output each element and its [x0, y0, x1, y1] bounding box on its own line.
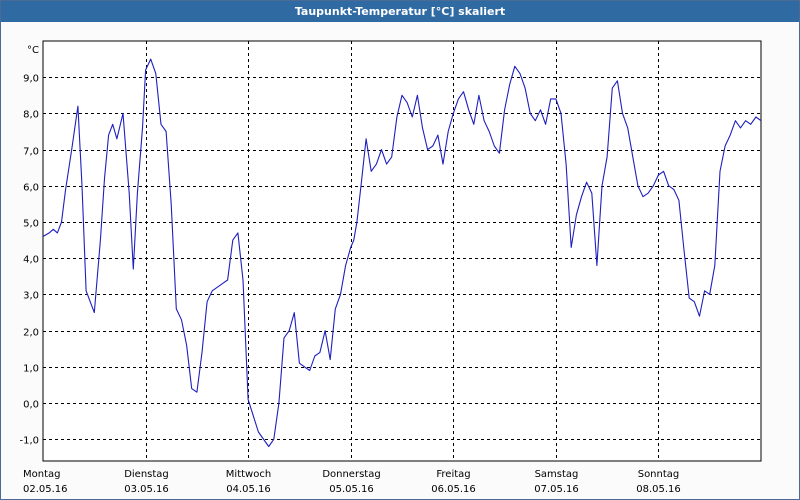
y-tick-label: 5,0 [23, 219, 39, 230]
x-tick-day: Dienstag [124, 469, 169, 480]
y-tick-label: 0,0 [23, 400, 39, 411]
x-tick-date: 05.05.16 [329, 484, 374, 495]
x-tick-day: Freitag [436, 469, 470, 480]
y-tick-label: 7,0 [23, 147, 39, 158]
y-tick-label: 1,0 [23, 364, 39, 375]
y-tick-label: 2,0 [23, 328, 39, 339]
chart-plot: -1,0 0,0 1,0 2,0 3,0 4,0 5,0 6,0 7,0 8,0 9,0 °C Mont… [19, 40, 762, 495]
x-tick-date: 04.05.16 [226, 484, 271, 495]
y-tick-label: 8,0 [23, 110, 39, 121]
x-tick-day: Sonntag [638, 469, 680, 480]
x-tick-day: Mittwoch [226, 469, 271, 480]
y-tick-label: 4,0 [23, 255, 39, 266]
x-tick-date: 08.05.16 [636, 484, 681, 495]
x-tick-date: 06.05.16 [431, 484, 476, 495]
plot-area [42, 40, 762, 462]
y-tick-label: 6,0 [23, 183, 39, 194]
y-tick-label: -1,0 [19, 436, 39, 447]
x-tick-day: Montag [23, 469, 60, 480]
chart-title: Taupunkt-Temperatur [°C] skaliert [1, 1, 799, 22]
x-tick-date: 07.05.16 [534, 484, 579, 495]
y-axis-unit: °C [27, 45, 39, 56]
x-tick-date: 03.05.16 [124, 484, 169, 495]
x-tick-date: 02.05.16 [23, 484, 68, 495]
series-line [42, 58, 762, 448]
x-tick-day: Donnerstag [322, 469, 380, 480]
y-tick-label: 9,0 [23, 74, 39, 85]
x-tick-day: Samstag [535, 469, 579, 480]
y-tick-label: 3,0 [23, 291, 39, 302]
